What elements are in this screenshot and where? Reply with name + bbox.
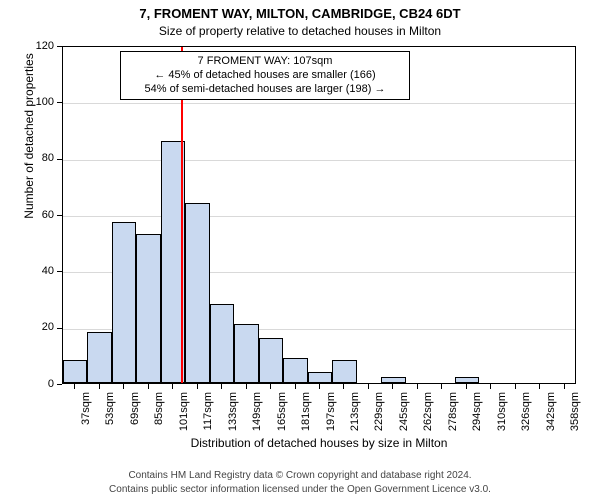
x-tick-label: 326sqm [520, 392, 532, 442]
y-tick-mark [57, 102, 62, 103]
y-tick-mark [57, 215, 62, 216]
x-tick-label: 181sqm [300, 392, 312, 442]
histogram-bar [112, 222, 136, 383]
y-tick-label: 20 [22, 321, 54, 333]
x-tick-label: 213sqm [349, 392, 361, 442]
x-tick-mark [417, 384, 418, 389]
chart-title-address: 7, FROMENT WAY, MILTON, CAMBRIDGE, CB24 … [0, 6, 600, 21]
annotation-line: ← 45% of detached houses are smaller (16… [127, 69, 403, 83]
footer-line-1: Contains HM Land Registry data © Crown c… [0, 470, 600, 481]
x-tick-label: 262sqm [422, 392, 434, 442]
x-tick-label: 149sqm [251, 392, 263, 442]
histogram-bar [381, 377, 405, 383]
y-tick-label: 120 [22, 40, 54, 52]
gridline-h [63, 160, 575, 161]
x-tick-label: 358sqm [569, 392, 581, 442]
chart-container: 7, FROMENT WAY, MILTON, CAMBRIDGE, CB24 … [0, 0, 600, 500]
x-tick-label: 37sqm [80, 392, 92, 442]
x-tick-mark [539, 384, 540, 389]
histogram-bar [259, 338, 283, 383]
x-tick-label: 278sqm [447, 392, 459, 442]
annotation-box: 7 FROMENT WAY: 107sqm← 45% of detached h… [120, 51, 410, 100]
x-tick-label: 342sqm [545, 392, 557, 442]
y-tick-label: 80 [22, 152, 54, 164]
annotation-line: 7 FROMENT WAY: 107sqm [127, 55, 403, 69]
y-tick-label: 0 [22, 378, 54, 390]
x-tick-label: 101sqm [178, 392, 190, 442]
histogram-bar [455, 377, 479, 383]
y-tick-mark [57, 271, 62, 272]
histogram-bar [308, 372, 332, 383]
y-tick-mark [57, 46, 62, 47]
x-tick-mark [295, 384, 296, 389]
x-tick-mark [99, 384, 100, 389]
histogram-bar [283, 358, 307, 383]
x-tick-mark [319, 384, 320, 389]
x-tick-label: 310sqm [496, 392, 508, 442]
x-tick-label: 53sqm [104, 392, 116, 442]
x-tick-label: 165sqm [276, 392, 288, 442]
x-tick-label: 133sqm [227, 392, 239, 442]
gridline-h [63, 103, 575, 104]
x-tick-mark [466, 384, 467, 389]
x-tick-label: 197sqm [325, 392, 337, 442]
x-tick-mark [246, 384, 247, 389]
histogram-bar [210, 304, 234, 383]
footer-line-2: Contains public sector information licen… [0, 484, 600, 495]
chart-title-description: Size of property relative to detached ho… [0, 24, 600, 38]
x-tick-label: 69sqm [129, 392, 141, 442]
x-tick-mark [392, 384, 393, 389]
x-tick-label: 117sqm [202, 392, 214, 442]
x-tick-mark [564, 384, 565, 389]
x-tick-mark [490, 384, 491, 389]
histogram-bar [332, 360, 356, 383]
x-tick-mark [221, 384, 222, 389]
x-tick-mark [172, 384, 173, 389]
y-tick-mark [57, 328, 62, 329]
annotation-line: 54% of semi-detached houses are larger (… [127, 83, 403, 97]
y-tick-label: 60 [22, 209, 54, 221]
x-tick-mark [74, 384, 75, 389]
x-tick-label: 245sqm [398, 392, 410, 442]
y-tick-label: 40 [22, 265, 54, 277]
y-tick-mark [57, 384, 62, 385]
x-tick-label: 229sqm [373, 392, 385, 442]
histogram-bar [63, 360, 87, 383]
histogram-bar [87, 332, 111, 383]
x-tick-label: 85sqm [153, 392, 165, 442]
histogram-bar [234, 324, 258, 383]
x-tick-label: 294sqm [471, 392, 483, 442]
x-tick-mark [197, 384, 198, 389]
gridline-h [63, 216, 575, 217]
x-tick-mark [368, 384, 369, 389]
y-tick-label: 100 [22, 96, 54, 108]
x-tick-mark [123, 384, 124, 389]
x-tick-mark [441, 384, 442, 389]
x-tick-mark [148, 384, 149, 389]
x-tick-mark [515, 384, 516, 389]
x-tick-mark [343, 384, 344, 389]
histogram-bar [136, 234, 160, 383]
y-tick-mark [57, 159, 62, 160]
x-tick-mark [270, 384, 271, 389]
histogram-bar [185, 203, 209, 383]
